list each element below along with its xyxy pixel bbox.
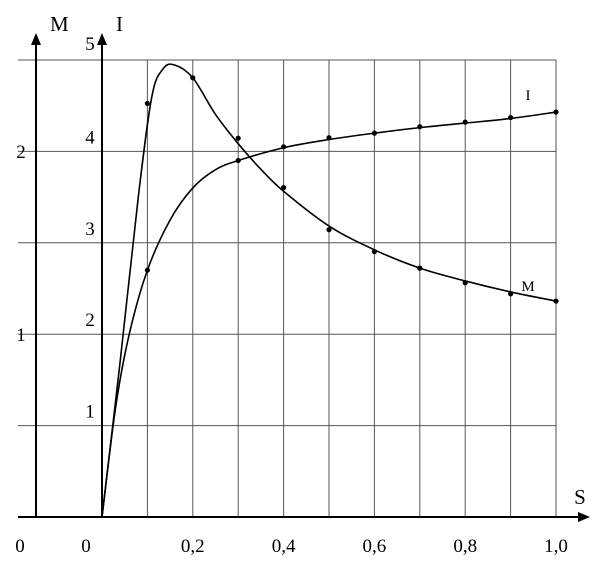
data-point-m: [508, 291, 514, 297]
data-point-i: [553, 109, 559, 115]
y-tick-label-i: 3: [85, 219, 95, 240]
data-point-m: [190, 75, 196, 81]
series-line-i: [101, 111, 557, 518]
data-point-m: [417, 265, 423, 271]
data-point-i: [144, 267, 150, 273]
y-tick-label-i: 5: [85, 34, 95, 55]
y-tick-label-i: 2: [85, 310, 95, 331]
x-tick-label: 0,6: [363, 536, 387, 557]
data-point-i: [508, 114, 514, 121]
y-tick-label-i: 4: [85, 127, 95, 148]
i-axis-arrow: [97, 33, 107, 45]
origin-label-i: 0: [81, 536, 91, 557]
data-point-m: [144, 100, 150, 107]
y-axis-title-m: M: [50, 12, 69, 36]
data-point-m: [371, 249, 377, 255]
data-point-m: [281, 185, 287, 191]
m-axis-arrow: [31, 33, 41, 45]
x-axis-arrow: [578, 512, 590, 522]
data-point-i: [235, 157, 241, 164]
y-tick-label-m: 2: [16, 142, 26, 163]
x-tick-label: 0,4: [272, 536, 296, 557]
series-label-m: M: [521, 279, 534, 295]
y-tick-label-i: 1: [85, 402, 95, 423]
x-axis-title: S: [574, 485, 586, 509]
points: [144, 75, 559, 304]
x-tick-label: 1,0: [544, 536, 568, 557]
data-point-m: [462, 280, 468, 286]
series-label-i: I: [526, 88, 531, 104]
y-tick-label-m: 1: [16, 325, 26, 346]
labels: M I 0,2 0,4 0,6 0,8 1,0 S M 0 1 2 I 0 1 2 3 4 5: [15, 12, 586, 557]
data-point-i: [371, 130, 377, 136]
data-point-m: [326, 227, 332, 233]
data-point-m: [553, 298, 559, 304]
axes: [18, 33, 590, 522]
x-tick-label: 0,2: [181, 536, 205, 557]
data-point-i: [326, 135, 332, 141]
data-point-i: [417, 124, 423, 130]
origin-label-m: 0: [15, 536, 25, 557]
y-axis-title-i: I: [116, 12, 123, 36]
data-point-i: [462, 119, 468, 125]
grid: [18, 59, 557, 517]
data-point-i: [281, 144, 287, 150]
data-point-m: [235, 135, 241, 141]
x-tick-label: 0,8: [453, 536, 477, 557]
